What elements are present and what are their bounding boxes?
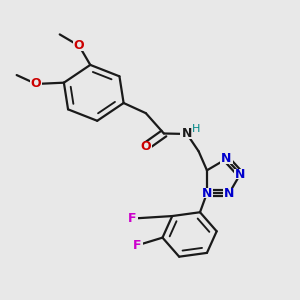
Text: N: N xyxy=(182,128,192,140)
FancyBboxPatch shape xyxy=(234,169,247,179)
Text: H: H xyxy=(192,124,200,134)
FancyBboxPatch shape xyxy=(138,142,152,152)
FancyBboxPatch shape xyxy=(132,241,143,250)
FancyBboxPatch shape xyxy=(30,79,43,89)
FancyBboxPatch shape xyxy=(73,41,85,51)
Text: N: N xyxy=(202,187,212,200)
Text: O: O xyxy=(74,39,85,52)
Text: N: N xyxy=(235,168,245,181)
FancyBboxPatch shape xyxy=(220,154,233,164)
Text: N: N xyxy=(221,152,232,165)
Text: F: F xyxy=(133,239,142,252)
Text: O: O xyxy=(31,77,41,91)
Text: N: N xyxy=(224,187,234,200)
FancyBboxPatch shape xyxy=(223,188,236,198)
FancyBboxPatch shape xyxy=(201,188,213,198)
FancyBboxPatch shape xyxy=(126,214,138,223)
Text: O: O xyxy=(140,140,151,153)
Text: F: F xyxy=(128,212,136,225)
FancyBboxPatch shape xyxy=(180,129,194,139)
